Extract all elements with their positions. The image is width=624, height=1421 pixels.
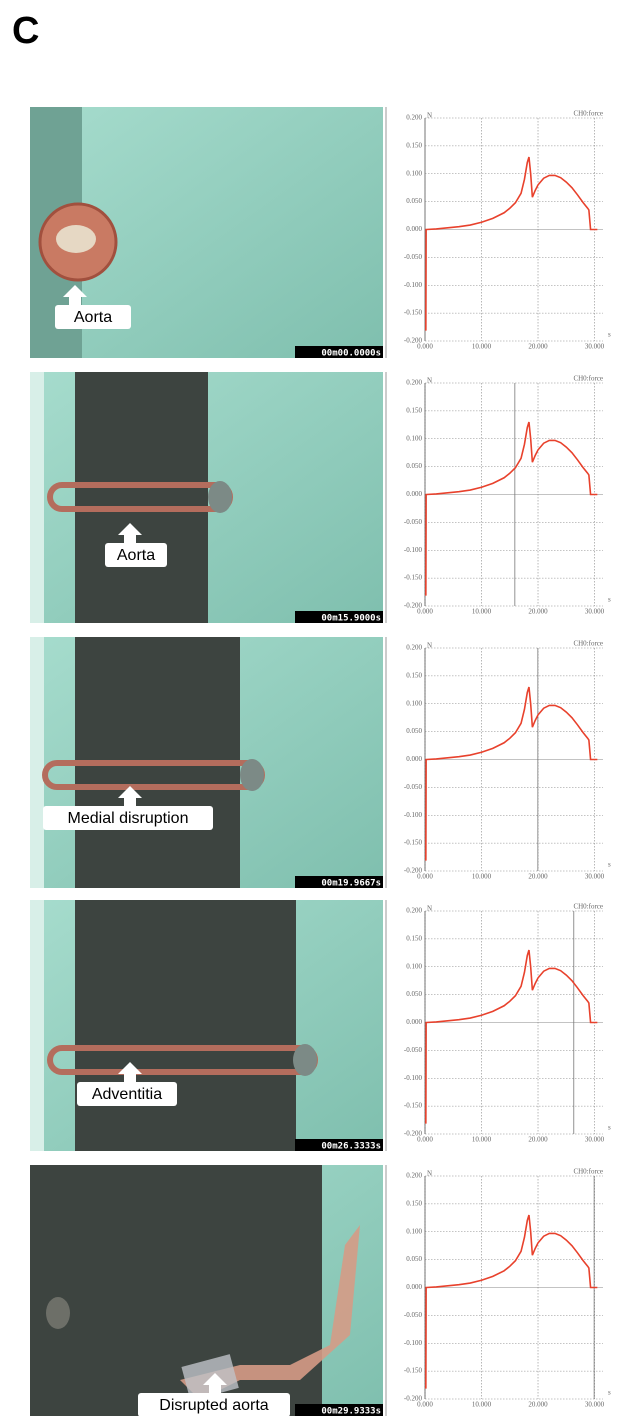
y-tick-label: 0.100: [406, 962, 422, 970]
y-tick-label: -0.150: [404, 1102, 423, 1110]
x-unit: s: [608, 1124, 611, 1132]
timestamp: 00m19.9667s: [321, 879, 381, 889]
hook: [293, 1044, 317, 1076]
y-tick-label: 0.200: [406, 907, 422, 915]
y-unit: N: [427, 1170, 432, 1178]
timestamp: 00m26.3333s: [321, 1142, 381, 1152]
x-unit: s: [608, 331, 611, 339]
x-tick-label: 20.000: [528, 1401, 548, 1409]
y-tick-label: 0.150: [406, 141, 422, 149]
photo-edge: [30, 372, 44, 623]
y-unit: N: [427, 642, 432, 650]
x-tick-label: 20.000: [528, 608, 548, 616]
x-tick-label: 10.000: [472, 1401, 492, 1409]
y-tick-label: 0.050: [406, 727, 422, 735]
y-tick-label: 0.000: [406, 1018, 422, 1026]
x-tick-label: 0.000: [417, 873, 433, 881]
photo-edge: [30, 637, 44, 888]
clamp-shadow: [75, 372, 208, 623]
photo-label: Medial disruption: [68, 810, 189, 827]
timestamp: 00m00.0000s: [321, 349, 381, 359]
y-tick-label: 0.150: [406, 406, 422, 414]
channel-label: CH0:force: [573, 1168, 603, 1176]
y-tick-label: -0.050: [404, 783, 423, 791]
y-tick-label: -0.100: [404, 811, 423, 819]
y-tick-label: 0.000: [406, 755, 422, 763]
timestamp: 00m15.9000s: [321, 614, 381, 624]
x-tick-label: 10.000: [472, 1136, 492, 1144]
y-unit: N: [427, 377, 432, 385]
photo-label: Aorta: [74, 309, 112, 326]
y-tick-label: 0.050: [406, 462, 422, 470]
y-tick-label: 0.200: [406, 1172, 422, 1180]
x-tick-label: 30.000: [585, 608, 605, 616]
hook: [240, 759, 264, 791]
y-tick-label: -0.100: [404, 281, 423, 289]
specimen-lumen: [56, 225, 96, 253]
y-tick-label: 0.200: [406, 644, 422, 652]
x-tick-label: 30.000: [585, 343, 605, 351]
x-tick-label: 30.000: [585, 873, 605, 881]
specimen-stub: [46, 1297, 70, 1329]
channel-label: CH0:force: [573, 640, 603, 648]
channel-label: CH0:force: [573, 903, 603, 911]
x-unit: s: [608, 861, 611, 869]
y-tick-label: 0.000: [406, 490, 422, 498]
y-tick-label: 0.100: [406, 1227, 422, 1235]
y-tick-label: 0.050: [406, 197, 422, 205]
x-tick-label: 20.000: [528, 1136, 548, 1144]
hook: [208, 481, 232, 513]
figure: C Aorta 00m00.0000s Aorta 00m15.9000s Medial…: [0, 0, 624, 1421]
x-tick-label: 10.000: [472, 343, 492, 351]
x-tick-label: 10.000: [472, 608, 492, 616]
y-tick-label: -0.150: [404, 574, 423, 582]
y-tick-label: 0.200: [406, 379, 422, 387]
timestamp: 00m29.9333s: [321, 1407, 381, 1417]
x-tick-label: 20.000: [528, 873, 548, 881]
photo-label: Aorta: [117, 547, 155, 564]
y-tick-label: -0.050: [404, 1311, 423, 1319]
channel-label: CH0:force: [573, 375, 603, 383]
y-tick-label: -0.100: [404, 1074, 423, 1082]
x-tick-label: 10.000: [472, 873, 492, 881]
y-tick-label: -0.050: [404, 1046, 423, 1054]
y-tick-label: -0.150: [404, 1367, 423, 1375]
figure-label: C: [12, 10, 39, 52]
y-tick-label: -0.100: [404, 1339, 423, 1347]
x-tick-label: 20.000: [528, 343, 548, 351]
photo-label: Adventitia: [92, 1086, 162, 1103]
y-tick-label: -0.050: [404, 253, 423, 261]
y-tick-label: 0.050: [406, 1255, 422, 1263]
x-tick-label: 0.000: [417, 1136, 433, 1144]
y-unit: N: [427, 112, 432, 120]
y-tick-label: -0.150: [404, 309, 423, 317]
x-tick-label: 0.000: [417, 343, 433, 351]
y-tick-label: 0.050: [406, 990, 422, 998]
y-tick-label: 0.100: [406, 434, 422, 442]
x-tick-label: 0.000: [417, 1401, 433, 1409]
photo-edge: [30, 900, 44, 1151]
y-tick-label: 0.150: [406, 1199, 422, 1207]
clamp-shadow: [75, 900, 296, 1151]
photo-label: Disrupted aorta: [159, 1397, 268, 1414]
y-tick-label: 0.100: [406, 699, 422, 707]
x-unit: s: [608, 1389, 611, 1397]
y-tick-label: 0.150: [406, 671, 422, 679]
y-tick-label: 0.200: [406, 114, 422, 122]
channel-label: CH0:force: [573, 110, 603, 118]
y-tick-label: -0.150: [404, 839, 423, 847]
x-tick-label: 0.000: [417, 608, 433, 616]
y-tick-label: 0.000: [406, 1283, 422, 1291]
y-unit: N: [427, 905, 432, 913]
x-tick-label: 30.000: [585, 1136, 605, 1144]
x-unit: s: [608, 596, 611, 604]
y-tick-label: -0.100: [404, 546, 423, 554]
x-tick-label: 30.000: [585, 1401, 605, 1409]
y-tick-label: 0.150: [406, 934, 422, 942]
y-tick-label: 0.000: [406, 225, 422, 233]
y-tick-label: -0.050: [404, 518, 423, 526]
y-tick-label: 0.100: [406, 169, 422, 177]
